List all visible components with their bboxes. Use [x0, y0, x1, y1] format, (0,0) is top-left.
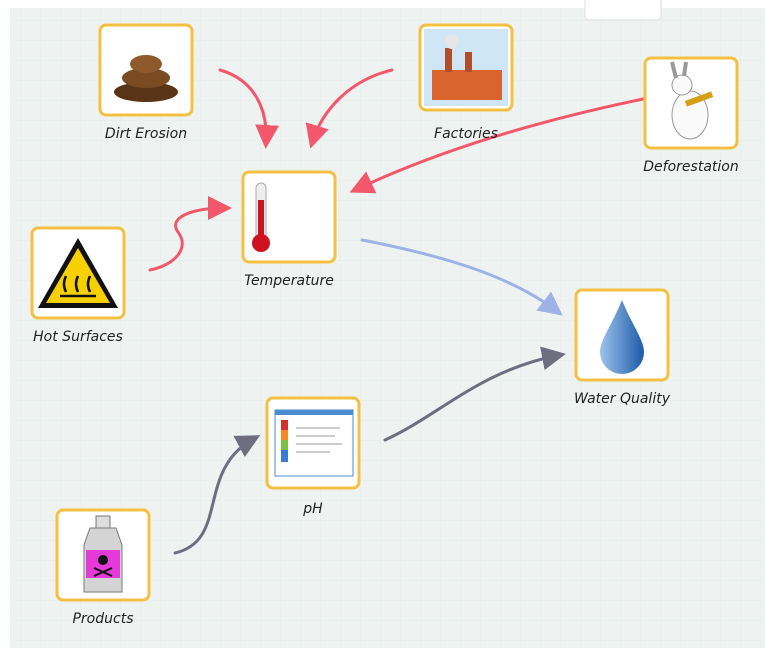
icon — [281, 450, 288, 462]
icon — [281, 420, 288, 430]
diagram: Dirt Erosion Factories Deforestation Tem… — [0, 0, 765, 653]
icon — [281, 440, 288, 450]
icon — [275, 410, 353, 415]
icon — [281, 430, 288, 440]
node-label: Factories — [434, 126, 498, 142]
icon — [98, 555, 108, 565]
icon — [445, 48, 452, 72]
node-label: Temperature — [244, 273, 334, 289]
icon — [252, 234, 270, 252]
node-label: Deforestation — [643, 159, 738, 175]
icon — [445, 35, 459, 49]
icon — [432, 70, 502, 100]
node-label: Hot Surfaces — [33, 329, 123, 345]
icon — [465, 52, 472, 72]
icon — [130, 55, 162, 73]
node-label: Products — [72, 611, 133, 627]
node-label: pH — [302, 501, 323, 517]
node-label: Water Quality — [574, 391, 671, 407]
toolbar-tab[interactable] — [585, 0, 661, 20]
icon — [96, 516, 110, 528]
node-label: Dirt Erosion — [105, 126, 187, 142]
